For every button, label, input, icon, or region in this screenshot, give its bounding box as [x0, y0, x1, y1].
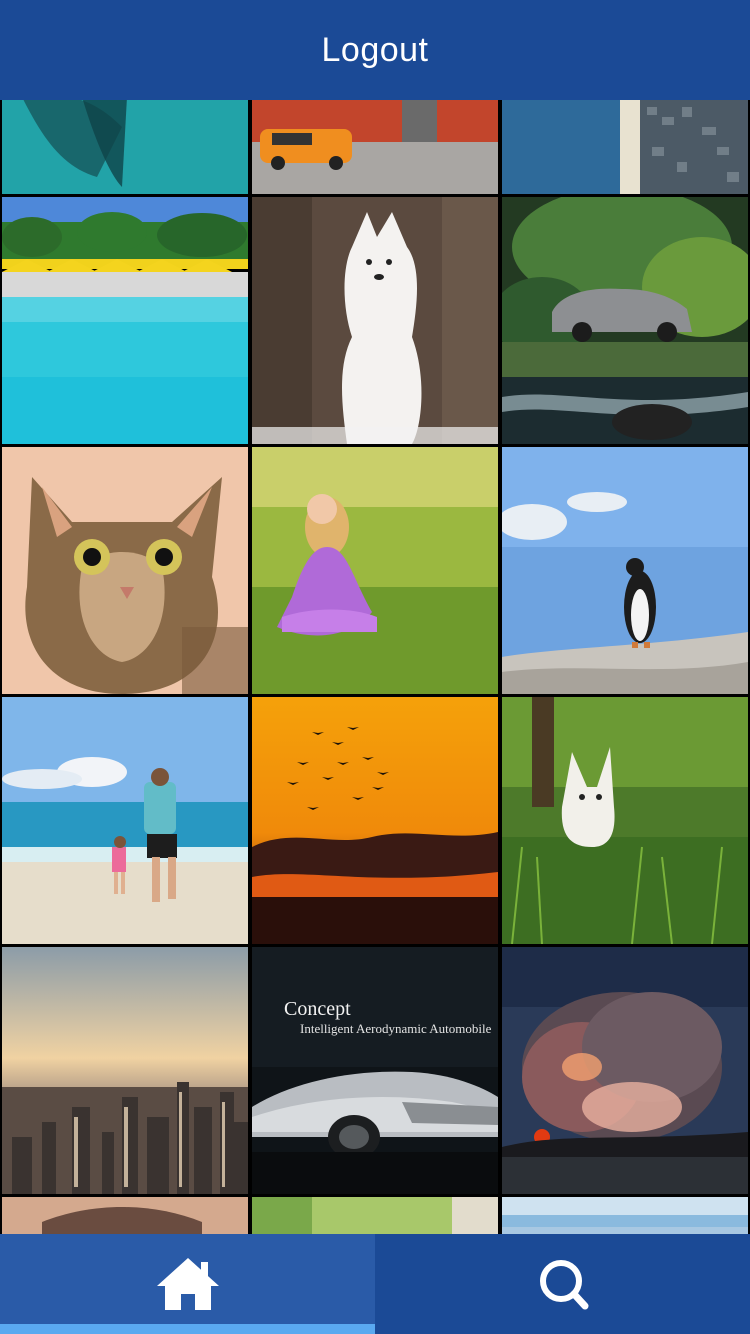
photo-tile[interactable]	[502, 697, 748, 944]
tab-home[interactable]	[0, 1234, 375, 1334]
concept-subtitle: Intelligent Aerodynamic Automobile	[300, 1021, 492, 1036]
bottom-tab-bar	[0, 1234, 750, 1334]
selected-tab-indicator	[0, 1324, 375, 1334]
photo-tile[interactable]	[252, 197, 498, 444]
photo-tile[interactable]	[2, 947, 248, 1194]
photo-tile[interactable]	[2, 197, 248, 444]
search-icon	[539, 1260, 588, 1310]
photo-tile[interactable]: Concept Intelligent Aerodynamic Automobi…	[252, 947, 498, 1194]
photo-tile[interactable]	[2, 697, 248, 944]
photo-tile[interactable]	[502, 947, 748, 1194]
photo-tile[interactable]	[502, 197, 748, 444]
photo-tile[interactable]	[252, 697, 498, 944]
photo-tile[interactable]	[502, 447, 748, 694]
logout-button[interactable]: Logout	[321, 30, 429, 69]
concept-title: Concept	[284, 998, 351, 1020]
photo-tile[interactable]	[2, 447, 248, 694]
home-icon	[156, 1258, 219, 1310]
tab-search[interactable]	[375, 1234, 750, 1334]
photo-tile[interactable]	[252, 447, 498, 694]
top-bar: Logout	[0, 0, 750, 100]
